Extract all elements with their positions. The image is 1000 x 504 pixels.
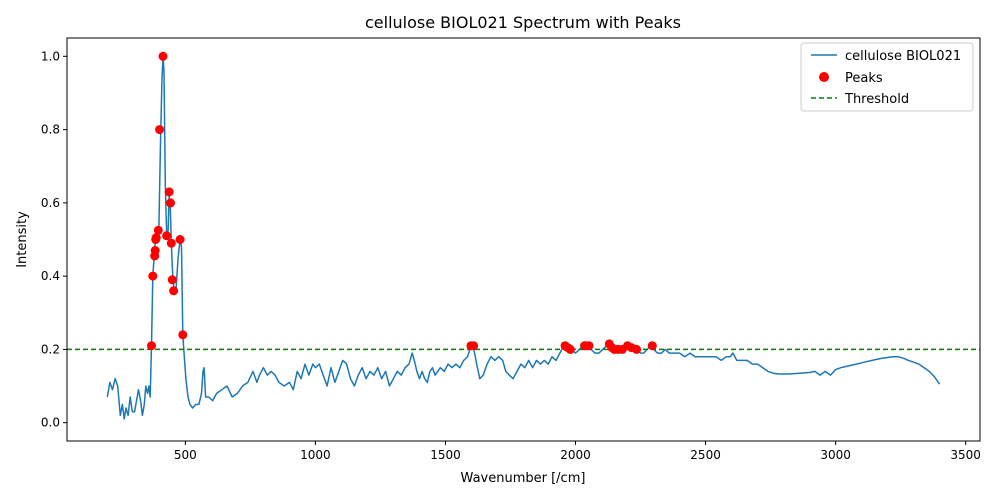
y-tick-label: 0.2 (41, 342, 60, 356)
peak-point (151, 233, 161, 243)
x-tick-label: 3500 (950, 448, 981, 462)
y-tick-label: 1.0 (41, 49, 60, 63)
x-axis-label: Wavenumber [/cm] (461, 471, 586, 486)
legend-frame (800, 42, 974, 112)
peak-point (155, 125, 165, 135)
y-tick-label: 0.8 (41, 123, 60, 137)
axes-frame (66, 37, 981, 442)
legend-peak-marker (819, 72, 829, 82)
x-tick-label: 1500 (430, 448, 461, 462)
peak-point (147, 341, 156, 351)
legend: cellulose BIOL021 Peaks Threshold (800, 42, 974, 112)
chart-title: cellulose BIOL021 Spectrum with Peaks (365, 13, 681, 32)
peak-point (166, 238, 176, 248)
y-tick-label: 0.6 (41, 196, 60, 210)
peak-point (175, 235, 185, 244)
peak-point (148, 271, 158, 281)
y-tick-label: 0.4 (41, 269, 60, 283)
x-tick-label: 2500 (690, 448, 721, 462)
plot-area (67, 51, 980, 420)
peak-point (584, 341, 594, 351)
legend-label-peaks: Peaks (845, 71, 883, 86)
legend-label-threshold: Threshold (844, 92, 909, 107)
peak-point (158, 51, 168, 61)
x-tick-label: 3000 (820, 448, 851, 462)
x-axis: 500 1000 1500 2000 2500 3000 3500 (174, 441, 981, 462)
peak-point (167, 275, 177, 285)
legend-label-spectrum: cellulose BIOL021 (845, 49, 961, 64)
peak-point (565, 344, 575, 354)
peak-point (164, 187, 174, 197)
peak-point (469, 341, 479, 351)
x-tick-label: 2000 (560, 448, 591, 462)
y-tick-label: 0.0 (41, 416, 60, 430)
peak-point (178, 330, 188, 340)
x-tick-label: 1000 (300, 448, 331, 462)
y-axis: 0.0 0.2 0.4 0.6 0.8 1.0 (41, 49, 67, 430)
peak-point (647, 341, 657, 351)
peak-point (169, 286, 179, 296)
peak-point (162, 231, 172, 241)
y-axis-label: Intensity (15, 211, 30, 268)
peak-point (166, 198, 175, 208)
peak-point (153, 225, 163, 235)
peak-point (150, 246, 160, 255)
peak-point (632, 344, 642, 354)
x-tick-label: 500 (174, 448, 197, 462)
